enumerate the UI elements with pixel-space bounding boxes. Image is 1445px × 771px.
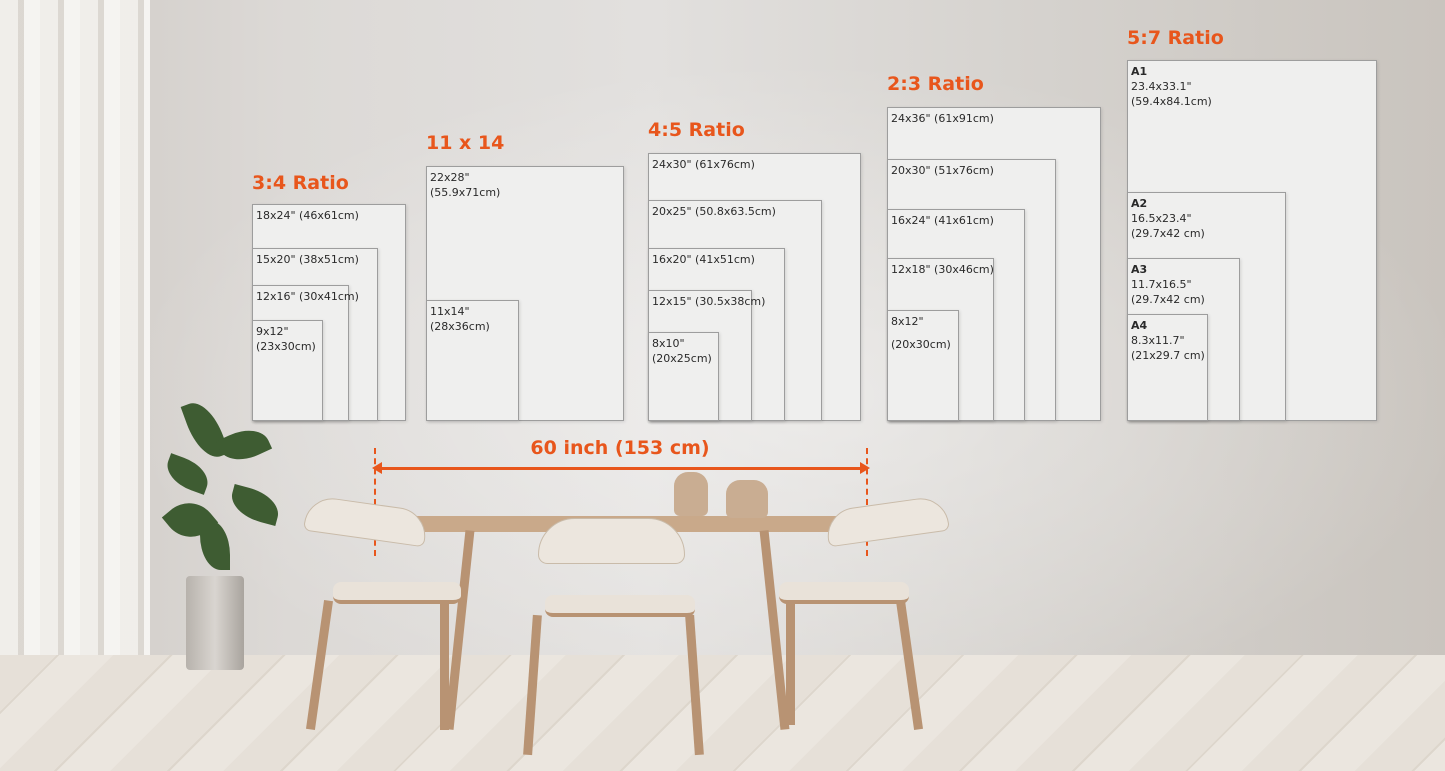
print-size-label: A2 16.5x23.4" (29.7x42 cm) bbox=[1131, 196, 1205, 241]
ratio-group-title: 5:7 Ratio bbox=[1127, 27, 1224, 49]
dimension-text: 8x12" bbox=[891, 315, 924, 328]
print-size-label: 24x36" (61x91cm) bbox=[891, 111, 994, 126]
dimension-text: 20x30" (51x76cm) bbox=[891, 164, 994, 177]
width-measurement-label: 60 inch (153 cm) bbox=[530, 437, 710, 459]
left-dashed-guide bbox=[374, 448, 376, 556]
dimension-text: (23x30cm) bbox=[256, 340, 316, 353]
right-dashed-guide bbox=[866, 448, 868, 556]
dimension-text: 12x15" (30.5x38cm) bbox=[652, 295, 766, 308]
ratio-group-title: 3:4 Ratio bbox=[252, 172, 349, 194]
dimension-text: (29.7x42 cm) bbox=[1131, 293, 1205, 306]
print-size-label: 20x30" (51x76cm) bbox=[891, 163, 994, 178]
dimension-text: (20x30cm) bbox=[891, 338, 951, 351]
curtain bbox=[0, 0, 150, 700]
dimension-text: 24x30" (61x76cm) bbox=[652, 158, 755, 171]
print-size-label: A3 11.7x16.5" (29.7x42 cm) bbox=[1131, 262, 1205, 307]
vase bbox=[726, 480, 768, 518]
print-size-frame: A4 8.3x11.7" (21x29.7 cm) bbox=[1127, 314, 1208, 421]
print-size-label: 22x28" (55.9x71cm) bbox=[430, 170, 500, 200]
dimension-text: 12x18" (30x46cm) bbox=[891, 263, 994, 276]
double-arrow-icon bbox=[372, 462, 870, 474]
dimension-text: 11x14" bbox=[430, 305, 470, 318]
print-size-frame: 8x10" (20x25cm) bbox=[648, 332, 719, 421]
dimension-text: (59.4x84.1cm) bbox=[1131, 95, 1212, 108]
dimension-text: 9x12" bbox=[256, 325, 289, 338]
floor bbox=[0, 655, 1445, 771]
print-size-label: 24x30" (61x76cm) bbox=[652, 157, 755, 172]
dimension-text: 16x20" (41x51cm) bbox=[652, 253, 755, 266]
dimension-text: 15x20" (38x51cm) bbox=[256, 253, 359, 266]
print-size-label: 16x24" (41x61cm) bbox=[891, 213, 994, 228]
print-size-label: A1 23.4x33.1" (59.4x84.1cm) bbox=[1131, 64, 1212, 109]
paper-size-name: A4 bbox=[1131, 319, 1148, 332]
vase bbox=[674, 472, 708, 516]
print-size-frame: 11x14" (28x36cm) bbox=[426, 300, 519, 421]
print-size-label: 9x12" (23x30cm) bbox=[256, 324, 316, 354]
ratio-group-title: 4:5 Ratio bbox=[648, 119, 745, 141]
dimension-text: (20x25cm) bbox=[652, 352, 712, 365]
dimension-text: (55.9x71cm) bbox=[430, 186, 501, 199]
dimension-text: 23.4x33.1" bbox=[1131, 80, 1192, 93]
paper-size-name: A3 bbox=[1131, 263, 1148, 276]
dimension-text: 8x10" bbox=[652, 337, 685, 350]
print-size-label: A4 8.3x11.7" (21x29.7 cm) bbox=[1131, 318, 1205, 363]
print-size-label: 18x24" (46x61cm) bbox=[256, 208, 359, 223]
print-size-frame: 8x12" (20x30cm) bbox=[887, 310, 959, 421]
dimension-text: (28x36cm) bbox=[430, 320, 490, 333]
dimension-text: 20x25" (50.8x63.5cm) bbox=[652, 205, 776, 218]
dimension-text: 8.3x11.7" bbox=[1131, 334, 1185, 347]
print-size-label: 11x14" (28x36cm) bbox=[430, 304, 490, 334]
dimension-text: 24x36" (61x91cm) bbox=[891, 112, 994, 125]
print-size-label: 8x12" (20x30cm) bbox=[891, 314, 951, 352]
dimension-text: 16.5x23.4" bbox=[1131, 212, 1192, 225]
dimension-text: 11.7x16.5" bbox=[1131, 278, 1192, 291]
print-size-label: 15x20" (38x51cm) bbox=[256, 252, 359, 267]
print-size-label: 20x25" (50.8x63.5cm) bbox=[652, 204, 776, 219]
print-size-frame: 9x12" (23x30cm) bbox=[252, 320, 323, 421]
dimension-text: (21x29.7 cm) bbox=[1131, 349, 1205, 362]
print-size-label: 12x18" (30x46cm) bbox=[891, 262, 994, 277]
dimension-text: 22x28" bbox=[430, 171, 470, 184]
print-size-label: 16x20" (41x51cm) bbox=[652, 252, 755, 267]
print-size-label: 12x16" (30x41cm) bbox=[256, 289, 359, 304]
paper-size-name: A2 bbox=[1131, 197, 1148, 210]
print-size-label: 12x15" (30.5x38cm) bbox=[652, 294, 765, 309]
dimension-text: 18x24" (46x61cm) bbox=[256, 209, 359, 222]
ratio-group-title: 11 x 14 bbox=[426, 132, 505, 154]
dimension-text: 12x16" (30x41cm) bbox=[256, 290, 359, 303]
dimension-text: (29.7x42 cm) bbox=[1131, 227, 1205, 240]
dimension-text: 16x24" (41x61cm) bbox=[891, 214, 994, 227]
print-size-label: 8x10" (20x25cm) bbox=[652, 336, 712, 366]
ratio-group-title: 2:3 Ratio bbox=[887, 73, 984, 95]
paper-size-name: A1 bbox=[1131, 65, 1148, 78]
